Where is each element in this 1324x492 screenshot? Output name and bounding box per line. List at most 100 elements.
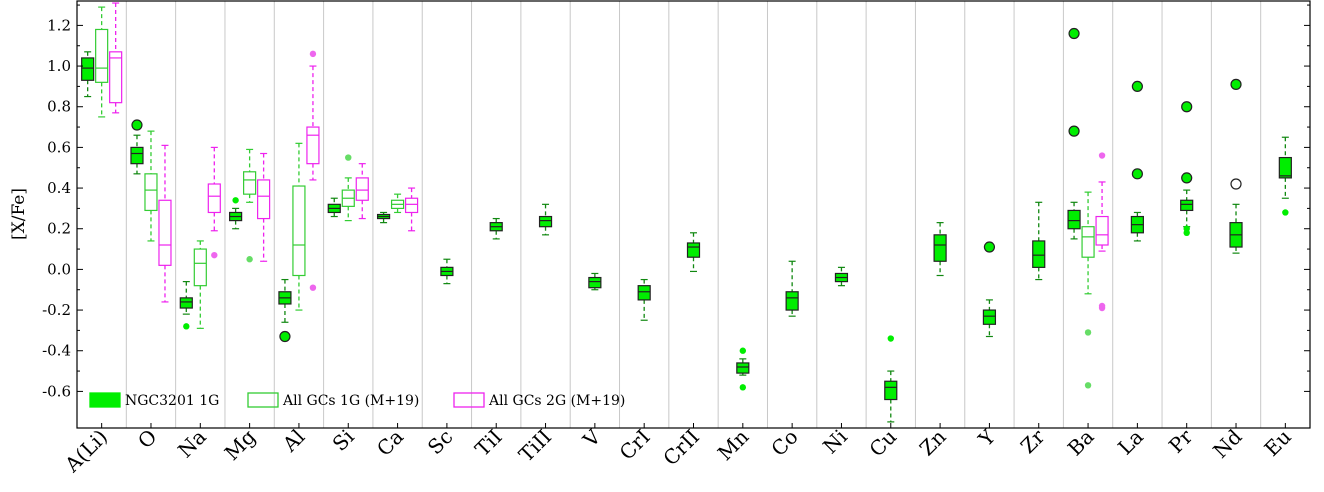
circled-outlier <box>983 241 996 253</box>
x-category-label: CrII <box>658 425 704 471</box>
box-open-magenta <box>404 187 419 232</box>
legend-swatch-open-magenta <box>453 392 485 408</box>
outlier-point <box>887 335 894 342</box>
box-iqr <box>306 126 320 165</box>
outlier-point <box>739 384 747 391</box>
x-category-label: Eu <box>1259 424 1295 460</box>
box-filled <box>489 217 503 240</box>
x-category-label: Cu <box>864 424 901 461</box>
box-filled <box>736 347 750 391</box>
box-iqr <box>785 291 799 311</box>
box-open-magenta <box>1095 152 1109 312</box>
box-iqr <box>1081 226 1095 258</box>
box-iqr <box>207 183 221 214</box>
box-open-magenta <box>306 50 320 291</box>
legend-swatch-filled <box>89 392 121 408</box>
box-iqr <box>884 380 898 401</box>
circled-outlier <box>279 330 291 343</box>
box-filled <box>686 232 701 273</box>
box-filled <box>884 335 898 423</box>
open-circled-outlier <box>1230 178 1242 190</box>
box-filled <box>179 281 193 330</box>
box-filled <box>440 258 454 285</box>
x-category-label: Ni <box>818 425 852 459</box>
box-filled <box>588 272 602 291</box>
outlier-point <box>183 323 190 330</box>
y-axis: -0.6 -0.4 -0.2 0.0 0.2 0.4 0.6 0.8 1.0 1.2 <box>42 4 1310 400</box>
box-open-green <box>390 193 405 214</box>
box-iqr <box>243 171 257 195</box>
box-iqr <box>193 248 207 287</box>
outlier-point <box>739 347 747 354</box>
box-iqr <box>404 197 419 214</box>
circled-outlier <box>1181 101 1193 113</box>
outlier-point <box>309 284 317 291</box>
circled-outlier <box>1068 27 1080 40</box>
box-filled <box>1130 80 1144 242</box>
box-filled <box>834 266 849 287</box>
box-iqr <box>933 234 947 262</box>
outlier-point <box>1084 329 1092 336</box>
x-category-label: TiI <box>470 425 507 462</box>
box-open-green <box>292 142 306 311</box>
outlier-point <box>1282 209 1289 216</box>
x-axis: A(Li) O Na Mg Al Si Ca Sc TiI TiII V CrI CrII Mn Co Ni C… <box>59 423 1296 477</box>
y-tick-label: 0.0 <box>47 260 71 278</box>
box-iqr <box>355 177 369 201</box>
box-open-magenta <box>109 2 123 114</box>
outlier-point <box>211 251 218 259</box>
outlier-point <box>1183 225 1190 232</box>
box-filled <box>130 119 144 175</box>
x-category-label: Na <box>173 425 211 463</box>
x-category-label: O <box>133 425 162 454</box>
y-tick-label: 1.0 <box>47 57 71 75</box>
box-open-green <box>193 240 207 329</box>
box-open-green <box>144 130 158 242</box>
x-category-label: Mn <box>713 424 754 465</box>
box-open-green <box>1081 191 1095 389</box>
box-iqr <box>982 309 997 325</box>
x-category-label: Co <box>766 425 802 461</box>
x-category-label: Zr <box>1016 424 1050 458</box>
x-category-label: Ca <box>372 425 408 461</box>
x-category-label: Nd <box>1208 424 1247 463</box>
circled-outlier <box>1230 78 1242 90</box>
y-tick-label: 0.8 <box>47 98 71 116</box>
box-iqr <box>1095 215 1109 246</box>
circled-outlier <box>1131 168 1143 180</box>
box-filled <box>327 197 341 218</box>
box-filled <box>1180 101 1194 236</box>
y-tick-label: 0.6 <box>47 138 71 156</box>
box-filled <box>376 211 391 224</box>
box-iqr <box>158 199 172 266</box>
box-iqr <box>1067 209 1081 230</box>
box-filled <box>933 222 947 277</box>
box-filled <box>1229 78 1243 254</box>
box-open-green <box>341 154 355 222</box>
box-open-magenta <box>158 144 172 303</box>
x-category-label: Pr <box>1164 424 1198 458</box>
circled-outlier <box>1068 125 1080 137</box>
y-tick-label: 0.2 <box>47 220 71 238</box>
box-filled <box>538 203 553 236</box>
box-iqr <box>81 57 95 81</box>
circled-outlier <box>131 119 143 131</box>
outlier-point <box>232 197 239 204</box>
box-filled <box>1278 136 1292 216</box>
box-iqr <box>637 285 651 301</box>
outlier-point <box>1098 152 1106 159</box>
x-category-label: CrI <box>615 425 655 465</box>
y-tick-label: -0.6 <box>42 382 71 400</box>
box-open-magenta <box>257 152 271 262</box>
box-iqr <box>1180 199 1194 212</box>
legend-label: All GCs 2G (M+19) <box>488 393 625 409</box>
circled-outlier <box>1181 172 1193 184</box>
outlier-point <box>345 154 352 161</box>
box-iqr <box>292 185 306 277</box>
x-category-label: Zn <box>915 424 951 460</box>
circled-outlier <box>1131 80 1143 93</box>
x-category-label: La <box>1113 425 1148 460</box>
y-axis-title: [X/Fe] <box>9 188 29 240</box>
box-iqr <box>144 173 158 212</box>
